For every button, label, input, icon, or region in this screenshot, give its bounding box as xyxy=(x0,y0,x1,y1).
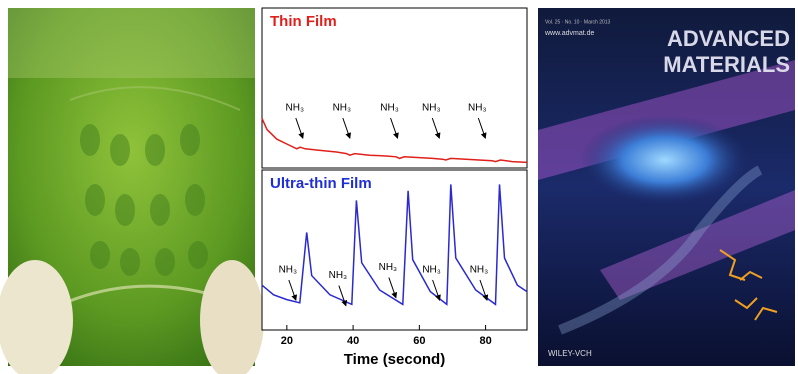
annotation: NH₃ xyxy=(379,262,398,273)
cover-title: ADVANCED xyxy=(667,26,790,51)
figure: Vol. 25 · No. 10 · March 2013 www.advmat… xyxy=(0,0,798,374)
cover: Vol. 25 · No. 10 · March 2013 www.advmat… xyxy=(538,8,795,366)
annotation: NH₃ xyxy=(333,103,352,114)
annotation: NH₃ xyxy=(422,265,441,276)
annotation: NH₃ xyxy=(286,103,305,114)
x-tick-label: 60 xyxy=(413,335,425,347)
x-tick-label: 40 xyxy=(347,335,359,347)
cover-url: www.advmat.de xyxy=(544,30,595,37)
annotation: NH₃ xyxy=(470,265,489,276)
x-tick-label: 20 xyxy=(281,335,293,347)
annotation: NH₃ xyxy=(468,103,487,114)
cover-publisher: WILEY-VCH xyxy=(548,349,592,358)
annotation: NH₃ xyxy=(279,265,298,276)
cover-issue-line: Vol. 25 · No. 10 · March 2013 xyxy=(545,19,611,25)
cover-title: MATERIALS xyxy=(663,52,790,77)
annotation: NH₃ xyxy=(329,270,348,281)
x-tick-label: 80 xyxy=(479,335,491,347)
panel-title: Thin Film xyxy=(270,13,337,30)
annotation: NH₃ xyxy=(380,103,399,114)
figure-canvas: Vol. 25 · No. 10 · March 2013 www.advmat… xyxy=(0,0,798,374)
plot-frame xyxy=(262,8,527,168)
annotation: NH₃ xyxy=(422,103,441,114)
panel-title: Ultra-thin Film xyxy=(270,175,372,192)
photo xyxy=(0,8,264,374)
x-axis-title: Time (second) xyxy=(344,351,445,368)
plot-frame xyxy=(262,170,527,330)
